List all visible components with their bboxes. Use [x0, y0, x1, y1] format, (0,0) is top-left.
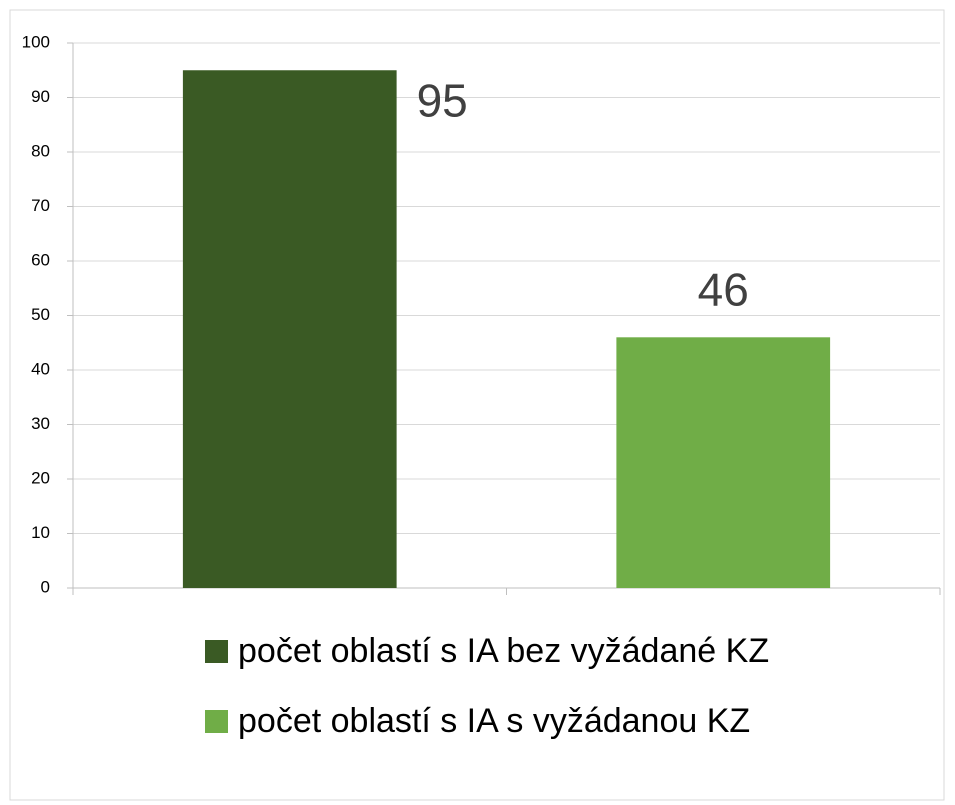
data-label: 95: [417, 74, 468, 126]
bar: [182, 70, 397, 588]
y-tick-label: 90: [31, 87, 50, 106]
y-tick-label: 70: [31, 196, 50, 215]
legend-swatch: [205, 710, 228, 733]
y-tick-label: 40: [31, 359, 50, 378]
y-tick-label: 30: [31, 414, 50, 433]
y-tick-label: 0: [41, 577, 50, 596]
legend-label: počet oblastí s IA s vyžádanou KZ: [238, 702, 750, 740]
y-tick-label: 10: [31, 523, 50, 542]
y-tick-label: 50: [31, 305, 50, 324]
legend-swatch: [205, 640, 228, 663]
data-label: 46: [698, 263, 749, 315]
y-tick-label: 100: [22, 32, 50, 51]
legend-label: počet oblastí s IA bez vyžádané KZ: [238, 632, 769, 670]
y-tick-label: 80: [31, 141, 50, 160]
y-tick-label: 20: [31, 468, 50, 487]
y-tick-label: 60: [31, 250, 50, 269]
bar: [616, 337, 831, 588]
